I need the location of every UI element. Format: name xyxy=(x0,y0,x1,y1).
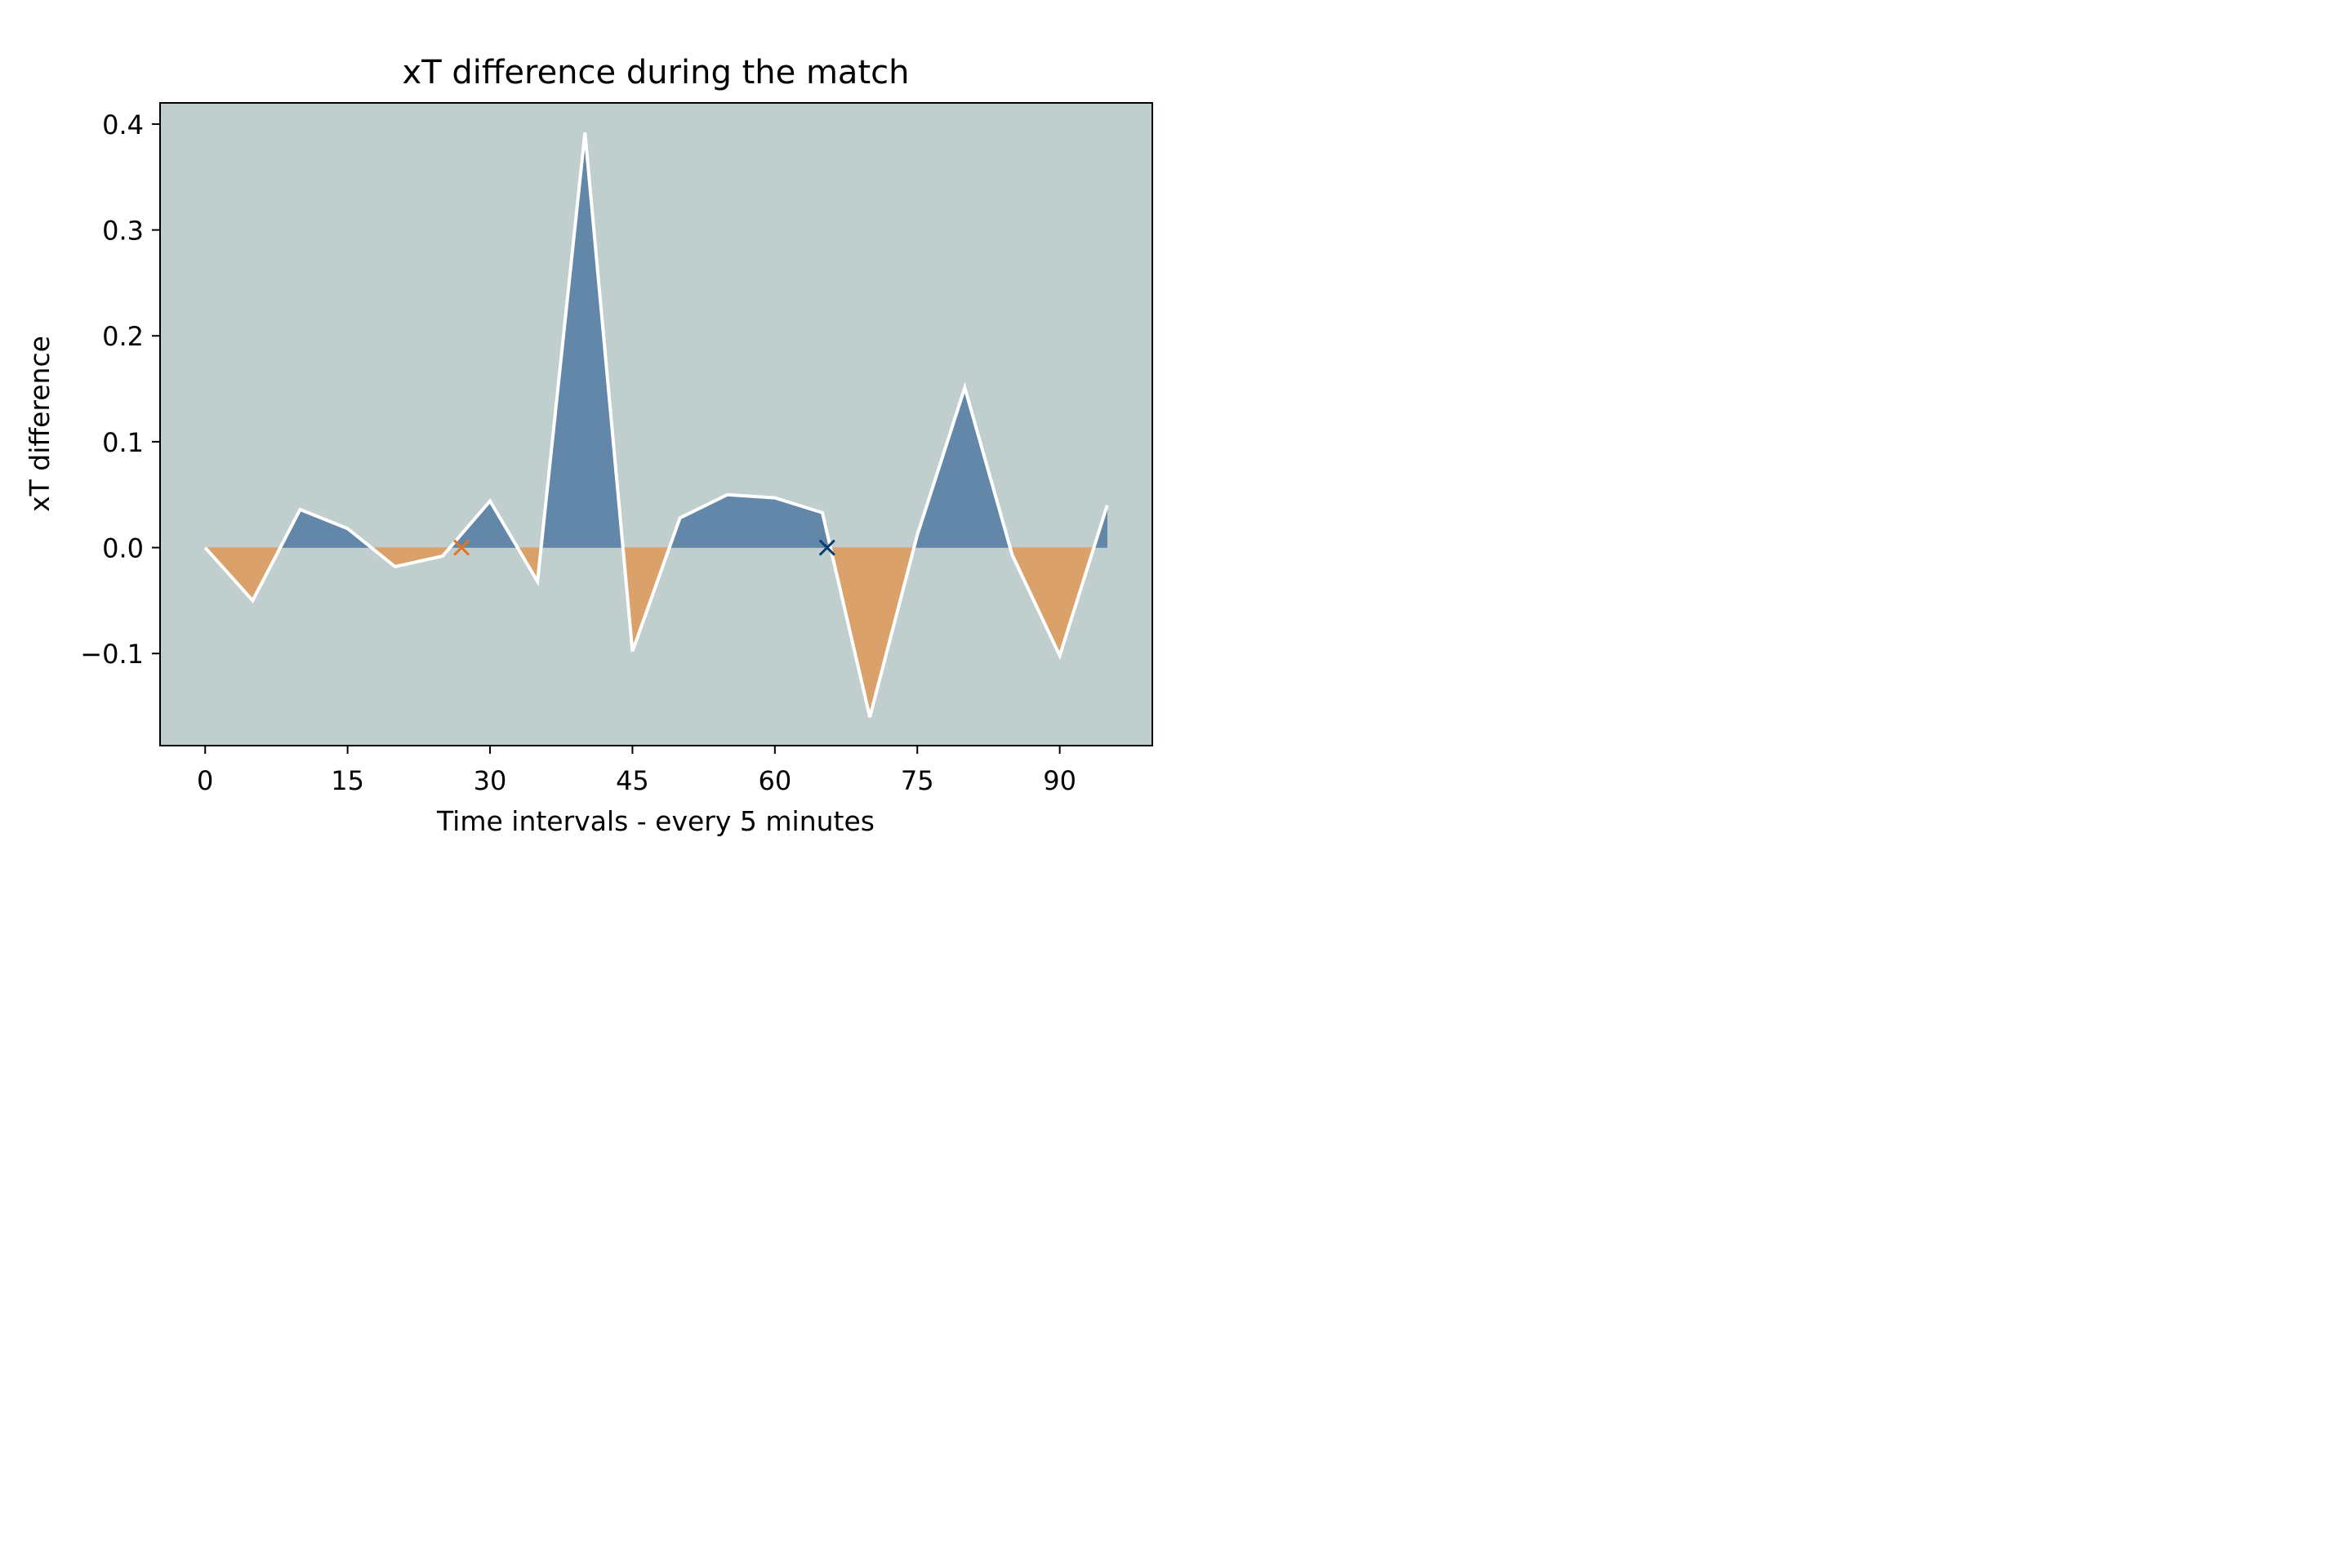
y-tick-label: 0.2 xyxy=(102,321,144,352)
event-marker xyxy=(818,539,835,556)
x-tick-label: 45 xyxy=(616,765,649,796)
x-tick-label: 90 xyxy=(1043,765,1076,796)
y-axis-ticks: 0.4 0.3 0.2 0.1 0.0 −0.1 xyxy=(80,109,160,670)
positive-area xyxy=(727,494,776,548)
y-tick-label: 0.0 xyxy=(102,533,144,564)
event-marker xyxy=(453,539,470,556)
x-tick-label: 30 xyxy=(474,765,507,796)
y-tick-label: 0.1 xyxy=(102,427,144,458)
plot-background xyxy=(160,103,1152,746)
x-tick-label: 0 xyxy=(197,765,213,796)
series-line-group xyxy=(203,132,1109,718)
series-line xyxy=(203,132,1109,718)
y-tick-label: 0.3 xyxy=(102,216,144,247)
plot-frame xyxy=(159,102,1153,746)
y-axis-label: xT difference xyxy=(24,336,56,512)
xt-difference-chart: 0 15 30 45 60 75 90 0.4 0.3 0.2 0.1 0.0 −0.1 xT dif… xyxy=(0,0,1263,843)
x-axis-ticks: 0 15 30 45 60 75 90 xyxy=(197,746,1076,796)
y-tick-label: 0.4 xyxy=(102,109,144,140)
x-axis-label: Time intervals - every 5 minutes xyxy=(436,805,875,837)
x-tick-label: 75 xyxy=(901,765,934,796)
y-tick-label: −0.1 xyxy=(80,639,144,670)
x-tick-label: 60 xyxy=(758,765,791,796)
chart-title: xT difference during the match xyxy=(403,54,910,91)
x-tick-label: 15 xyxy=(331,765,364,796)
event-markers xyxy=(453,539,835,556)
